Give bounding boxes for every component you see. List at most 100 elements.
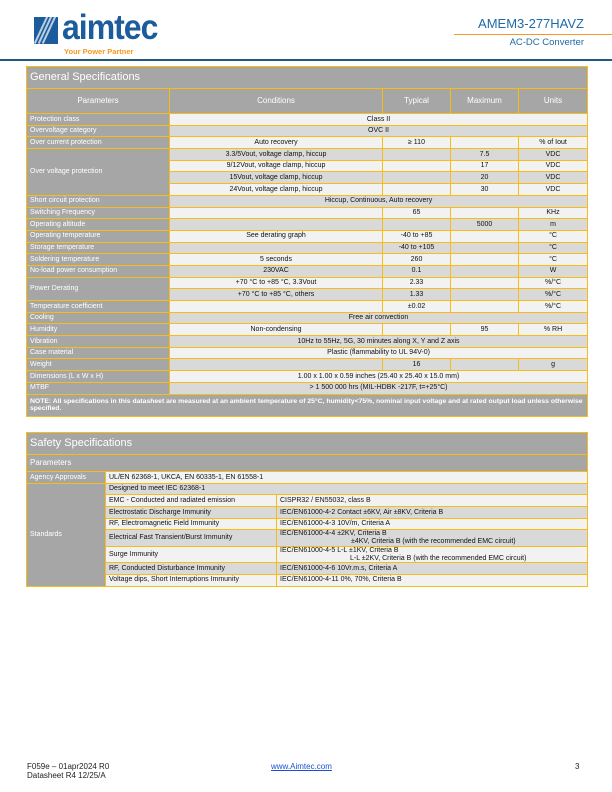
general-specifications-table: General Specifications Parameters Conditi… (25, 66, 589, 417)
product-title: AMEM3-277HAVZ (478, 16, 584, 31)
standard-value: IEC/EN61000-4-6 10Vr.m.s, Criteria A (276, 562, 588, 575)
table-row: Vibration 10Hz to 55Hz, 5G, 30 minutes al… (26, 335, 589, 348)
table-row: Temperature coefficient ±0.02 %/°C (26, 300, 589, 313)
table-row: Overvoltage category OVC II (26, 124, 589, 138)
value-cell: Class II (168, 113, 589, 126)
value-cell: OVC II (168, 124, 589, 138)
condition-cell (169, 218, 383, 231)
typical-cell: 2.33 (382, 276, 451, 290)
column-header: Conditions (169, 88, 383, 114)
value-cell: 10Hz to 55Hz, 5G, 30 minutes along X, Y … (168, 335, 589, 348)
parameter-cell: Over current protection (26, 136, 170, 150)
parameter-cell: Over voltage protection (26, 148, 170, 196)
value-cell: Plastic (flammability to UL 94V-0) (168, 346, 589, 360)
standard-name: Surge Immunity (105, 545, 277, 564)
condition-cell (169, 206, 383, 220)
table-row: No-load power consumption 230VAC 0.1 W (26, 264, 589, 278)
parameter-cell: Soldering temperature (26, 253, 170, 266)
standard-value: IEC/EN61000-4-2 Contact ±6KV, Air ±8KV, … (276, 506, 588, 519)
parameter-cell: Storage temperature (26, 241, 170, 255)
condition-cell (169, 241, 383, 255)
parameter-cell: Short circuit protection (26, 194, 170, 208)
table-row: Power Derating +70 °C to +85 °C, 3.3Vout 2… (26, 276, 589, 302)
standard-value-line: IEC/EN61000-4-6 10Vr.m.s, Criteria A (280, 564, 398, 572)
table-row: EMC - Conducted and radiated emission CIS… (27, 494, 588, 508)
table-row: Standards Designed to meet IEC 62368-1 (26, 482, 588, 587)
table-row: Operating temperature See derating graph -… (26, 229, 589, 243)
parameter-cell: Cooling (26, 311, 170, 325)
table-row: Humidity Non-condensing 95% RH (26, 323, 589, 337)
table-row: Short circuit protection Hiccup, Continuo… (26, 194, 589, 208)
parameter-cell: Humidity (26, 323, 170, 337)
condition-cell: See derating graph (169, 229, 383, 243)
table-row: Dimensions (L x W x H) 1.00 x 1.00 x 0.59… (26, 370, 589, 383)
typical-cell (382, 148, 451, 161)
maximum-cell (450, 206, 519, 220)
form-code: F059e – 01apr2024 R0 (27, 762, 110, 771)
maximum-cell (450, 300, 519, 313)
maximum-cell: 20 (450, 171, 519, 185)
typical-cell (382, 323, 451, 337)
units-cell: %/°C (517, 288, 589, 301)
product-subtitle: AC-DC Converter (509, 37, 584, 48)
parameter-cell: Dimensions (L x W x H) (26, 370, 170, 383)
parameter-cell: Operating temperature (26, 229, 170, 243)
parameter-cell: Vibration (26, 335, 170, 348)
logo-mark-icon (34, 17, 58, 44)
units-cell: % of Iout (517, 136, 589, 150)
maximum-cell (450, 253, 519, 266)
units-cell: °C (517, 253, 589, 266)
logo-tagline: Your Power Partner (64, 47, 134, 56)
standard-value-line: L-L ±2KV, Criteria B (with the recommend… (350, 554, 527, 562)
title-underline (454, 34, 612, 35)
logo-wordmark: aimtec (62, 7, 158, 47)
standard-name: RF, Electromagnetic Field Immunity (105, 517, 277, 531)
table-row: 24Vout, voltage clamp, hiccup 30 VDC (27, 183, 589, 196)
condition-cell: 3.3/5Vout, voltage clamp, hiccup (169, 148, 383, 161)
table-row: RF, Electromagnetic Field Immunity IEC/EN… (27, 517, 588, 531)
table-row: Operating altitude 5000 m (26, 218, 589, 231)
condition-cell: 9/12Vout, voltage clamp, hiccup (169, 159, 383, 173)
column-header: Maximum (450, 88, 519, 114)
units-cell: W (517, 264, 589, 278)
typical-cell: ≥ 110 (382, 136, 451, 150)
parameter-cell: Power Derating (26, 276, 170, 302)
condition-cell: 230VAC (169, 264, 383, 278)
table-row: Surge Immunity IEC/EN61000-4-5 L-L ±1KV, … (27, 545, 588, 564)
typical-cell: -40 to +85 (382, 229, 451, 243)
table-row: Voltage dips, Short Interruptions Immuni… (27, 573, 588, 587)
condition-cell: +70 °C to +85 °C, others (169, 288, 383, 301)
standard-name: Electrostatic Discharge Immunity (105, 506, 277, 519)
condition-cell (169, 358, 383, 372)
column-header: Parameters (26, 88, 170, 114)
table-row: Soldering temperature 5 seconds 260 °C (26, 253, 589, 266)
table-row: Over current protection Auto recovery ≥ 11… (26, 136, 589, 150)
website-link[interactable]: www.Aimtec.com (271, 762, 332, 771)
maximum-cell (450, 358, 519, 372)
units-cell: %/°C (517, 276, 589, 290)
agency-value: UL/EN 62368-1, UKCA, EN 60335-1, EN 6155… (105, 471, 588, 484)
condition-cell: 15Vout, voltage clamp, hiccup (169, 171, 383, 185)
condition-cell (169, 300, 383, 313)
agency-label: Agency Approvals (26, 471, 106, 484)
standard-value-line: ±4KV, Criteria B (with the recommended E… (351, 538, 516, 546)
parameter-cell: Switching Frequency (26, 206, 170, 220)
units-cell: % RH (517, 323, 589, 337)
standard-name: Electrical Fast Transient/Burst Immunity (105, 529, 277, 547)
maximum-cell (450, 288, 519, 301)
maximum-cell (450, 264, 519, 278)
standards-label: Standards (26, 482, 106, 587)
standard-value: CISPR32 / EN55032, class B (276, 494, 588, 508)
parameter-cell: Case material (26, 346, 170, 360)
maximum-cell: 7.5 (450, 148, 519, 161)
units-cell: m (517, 218, 589, 231)
value-cell: Hiccup, Continuous, Auto recovery (168, 194, 589, 208)
standard-value: IEC/EN61000-4-5 L-L ±1KV, Criteria B L-L … (276, 545, 588, 564)
table-row: Case material Plastic (flammability to UL… (26, 346, 589, 360)
standard-value-line: IEC/EN61000-4-3 10V/m, Criteria A (280, 520, 391, 528)
standard-value-line: IEC/EN61000-4-5 L-L ±1KV, Criteria B (280, 546, 399, 554)
table-row: Electrostatic Discharge Immunity IEC/EN61… (27, 506, 588, 519)
standard-value: IEC/EN61000-4-3 10V/m, Criteria A (276, 517, 588, 531)
table-row: +70 °C to +85 °C, others 1.33 %/°C (27, 288, 589, 301)
typical-cell: 65 (382, 206, 451, 220)
